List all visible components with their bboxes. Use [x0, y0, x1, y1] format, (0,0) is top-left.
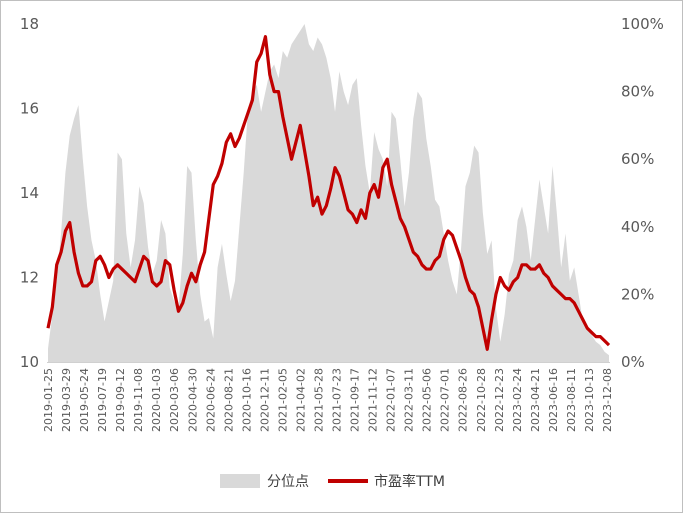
x-tick-label: 2021-11-12 [367, 368, 380, 432]
right-tick-label: 80% [621, 83, 654, 101]
x-tick-label: 2022-05-06 [421, 368, 434, 432]
x-tick-label: 2021-09-17 [349, 368, 362, 432]
left-axis-ticks: 10 12 14 16 18 [20, 15, 39, 371]
x-tick-label: 2019-01-25 [42, 368, 55, 432]
x-tick-label: 2023-10-13 [583, 368, 596, 432]
right-tick-label: 20% [621, 285, 654, 303]
x-tick-label: 2020-04-30 [186, 368, 199, 432]
x-tick-label: 2019-09-12 [114, 368, 127, 432]
pe-line-layer [46, 35, 611, 351]
x-tick-label: 2020-01-03 [150, 368, 163, 432]
x-tick-label: 2020-08-21 [222, 368, 235, 432]
right-axis-ticks: 0% 20% 40% 60% 80% 100% [621, 15, 664, 371]
x-tick-label: 2019-11-08 [132, 368, 145, 432]
x-tick-label: 2023-12-08 [601, 368, 614, 432]
x-tick-label: 2022-10-28 [475, 368, 488, 432]
right-tick-label: 0% [621, 353, 645, 371]
left-tick-label: 14 [20, 184, 39, 202]
x-tick-label: 2020-03-06 [168, 368, 181, 432]
x-tick-label: 2022-01-07 [385, 368, 398, 432]
x-tick-label: 2022-03-11 [403, 368, 416, 432]
x-tick-label: 2021-02-05 [276, 368, 289, 432]
left-tick-label: 10 [20, 353, 39, 371]
right-tick-label: 60% [621, 150, 654, 168]
x-tick-label: 2019-07-19 [96, 368, 109, 432]
pe-ttm-line [46, 35, 611, 351]
left-tick-label: 18 [20, 15, 39, 33]
x-tick-label: 2020-06-24 [204, 368, 217, 432]
legend-label-percentile: 分位点 [267, 474, 309, 490]
left-tick-label: 16 [20, 100, 39, 118]
x-axis-ticks: 2019-01-25 2019-03-29 2019-05-24 2019-07-19… [42, 368, 614, 432]
x-tick-label: 2022-12-23 [493, 368, 506, 432]
x-tick-label: 2023-04-21 [529, 368, 542, 432]
x-tick-label: 2021-05-28 [312, 368, 325, 432]
right-tick-label: 100% [621, 15, 664, 33]
x-tick-label: 2019-03-29 [60, 368, 73, 432]
x-tick-label: 2021-07-23 [331, 368, 344, 432]
left-tick-label: 12 [20, 269, 39, 287]
x-tick-label: 2022-08-26 [457, 368, 470, 432]
right-tick-label: 40% [621, 218, 654, 236]
x-tick-label: 2023-02-24 [511, 368, 524, 432]
x-tick-label: 2019-05-24 [78, 368, 91, 432]
legend-swatch-percentile [220, 474, 260, 488]
legend: 分位点 市盈率TTM [220, 473, 445, 490]
legend-label-pe: 市盈率TTM [374, 473, 445, 490]
x-tick-label: 2023-08-11 [565, 368, 578, 432]
x-tick-label: 2023-06-16 [547, 368, 560, 432]
x-tick-label: 2022-07-01 [439, 368, 452, 432]
x-tick-label: 2020-12-11 [258, 368, 271, 432]
x-tick-label: 2020-10-16 [240, 368, 253, 432]
x-tick-label: 2021-04-02 [294, 368, 307, 432]
